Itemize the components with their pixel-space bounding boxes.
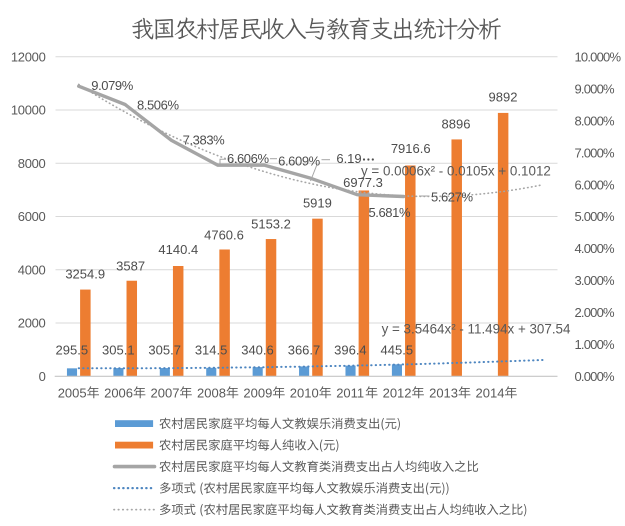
svg-text:2005: 2005 — [58, 385, 87, 400]
svg-text:6000: 6000 — [18, 209, 46, 224]
svg-text:2014: 2014 — [476, 385, 505, 400]
svg-text:8.506%: 8.506% — [137, 98, 180, 113]
svg-text:2011: 2011 — [336, 385, 364, 400]
svg-text:445.5: 445.5 — [381, 343, 414, 358]
svg-text:2.000%: 2.000% — [575, 305, 616, 320]
svg-text:2013: 2013 — [429, 385, 458, 400]
svg-text:8.000%: 8.000% — [575, 113, 616, 128]
svg-text:4140.4: 4140.4 — [158, 242, 198, 257]
svg-text:8896: 8896 — [442, 117, 471, 132]
svg-text:7.000%: 7.000% — [575, 145, 616, 160]
svg-text:9.079%: 9.079% — [91, 78, 134, 93]
svg-text:5153.2: 5153.2 — [251, 216, 291, 231]
svg-text:305.7: 305.7 — [148, 343, 181, 358]
svg-text:366.7: 366.7 — [288, 343, 321, 358]
svg-text:10.000%: 10.000% — [575, 50, 622, 65]
svg-text:y = 0.0006x² - 0.0105x + 0.101: y = 0.0006x² - 0.0105x + 0.1012 — [361, 163, 551, 178]
svg-text:6977.3: 6977.3 — [343, 175, 383, 190]
svg-text:3.000%: 3.000% — [575, 273, 616, 288]
svg-text:314.5: 314.5 — [195, 343, 228, 358]
svg-text:9892: 9892 — [489, 90, 518, 105]
svg-text:340.6: 340.6 — [241, 343, 274, 358]
svg-text:2007: 2007 — [151, 385, 180, 400]
svg-text:4760.6: 4760.6 — [204, 228, 244, 243]
svg-text:6.609%: 6.609% — [278, 153, 321, 168]
svg-text:5.627%: 5.627% — [431, 190, 474, 205]
svg-text:9.000%: 9.000% — [575, 81, 616, 96]
svg-text:7916.6: 7916.6 — [391, 141, 431, 156]
svg-text:0: 0 — [39, 369, 46, 384]
svg-text:2006: 2006 — [104, 385, 133, 400]
svg-text:305.1: 305.1 — [102, 343, 135, 358]
svg-text:4.000%: 4.000% — [575, 241, 616, 256]
svg-text:8000: 8000 — [18, 156, 46, 171]
svg-text:2009: 2009 — [243, 385, 272, 400]
svg-text:2000: 2000 — [18, 316, 46, 331]
svg-text:4000: 4000 — [18, 262, 46, 277]
svg-text:2008: 2008 — [197, 385, 226, 400]
svg-text:y = 3.5464x² - 11.494x + 307.5: y = 3.5464x² - 11.494x + 307.54 — [382, 322, 571, 337]
svg-text:5.681%: 5.681% — [368, 205, 411, 220]
svg-text:2010: 2010 — [290, 385, 319, 400]
svg-text:1.000%: 1.000% — [575, 337, 616, 352]
svg-text:2012: 2012 — [383, 385, 412, 400]
svg-text:6.19: 6.19 — [336, 151, 361, 166]
svg-text:295.5: 295.5 — [56, 343, 89, 358]
svg-text:396.4: 396.4 — [334, 343, 367, 358]
svg-text:5.000%: 5.000% — [575, 209, 616, 224]
svg-text:6.606%: 6.606% — [227, 151, 270, 166]
svg-text:6.000%: 6.000% — [575, 177, 616, 192]
svg-text:3587: 3587 — [116, 259, 145, 274]
svg-text:10000: 10000 — [11, 103, 46, 118]
svg-text:3254.9: 3254.9 — [65, 266, 105, 281]
svg-text:0.000%: 0.000% — [575, 369, 616, 384]
svg-text:12000: 12000 — [11, 50, 46, 65]
svg-text:5919: 5919 — [303, 195, 332, 210]
svg-text:7.383%: 7.383% — [183, 133, 226, 148]
